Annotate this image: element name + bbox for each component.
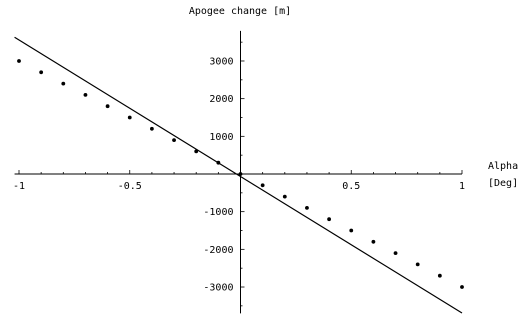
x-tick-label: 1 xyxy=(459,181,465,192)
x-tick-label: -1 xyxy=(13,181,25,192)
data-point xyxy=(172,138,176,142)
fit-line xyxy=(14,36,463,314)
y-tick-label: 1000 xyxy=(209,132,233,143)
data-point xyxy=(437,273,442,278)
x-axis-title-line2: [Deg] xyxy=(488,178,518,189)
x-tick-label: 0.5 xyxy=(342,181,360,192)
data-point xyxy=(371,239,376,244)
data-point xyxy=(39,70,44,75)
y-tick-label: 2000 xyxy=(209,94,233,105)
y-tick-label: -3000 xyxy=(203,283,233,294)
x-tick-label: -0.5 xyxy=(118,181,142,192)
data-point xyxy=(393,251,398,256)
data-point xyxy=(327,217,331,222)
data-point xyxy=(460,285,464,289)
ticks: -1 -0.5 0.5 1 -3000 -2000 -1000 1000 2000 3000 xyxy=(13,41,465,307)
y-tick-label: 3000 xyxy=(209,56,233,67)
data-point xyxy=(150,126,154,131)
x-axis-title-line1: Alpha xyxy=(488,161,518,172)
data-point xyxy=(282,194,287,199)
y-tick-label: -2000 xyxy=(203,245,233,256)
y-axis-title: Apogee change [m] xyxy=(189,6,291,17)
data-point xyxy=(238,172,243,176)
data-point xyxy=(83,92,88,97)
data-point xyxy=(105,104,110,109)
data-point xyxy=(305,206,309,210)
data-point xyxy=(61,81,66,86)
data-point xyxy=(127,115,132,120)
data-point xyxy=(260,183,265,188)
marks xyxy=(14,36,464,314)
data-point xyxy=(17,59,21,63)
data-point xyxy=(349,228,354,233)
y-tick-label: -1000 xyxy=(203,207,233,218)
data-point xyxy=(415,262,420,267)
